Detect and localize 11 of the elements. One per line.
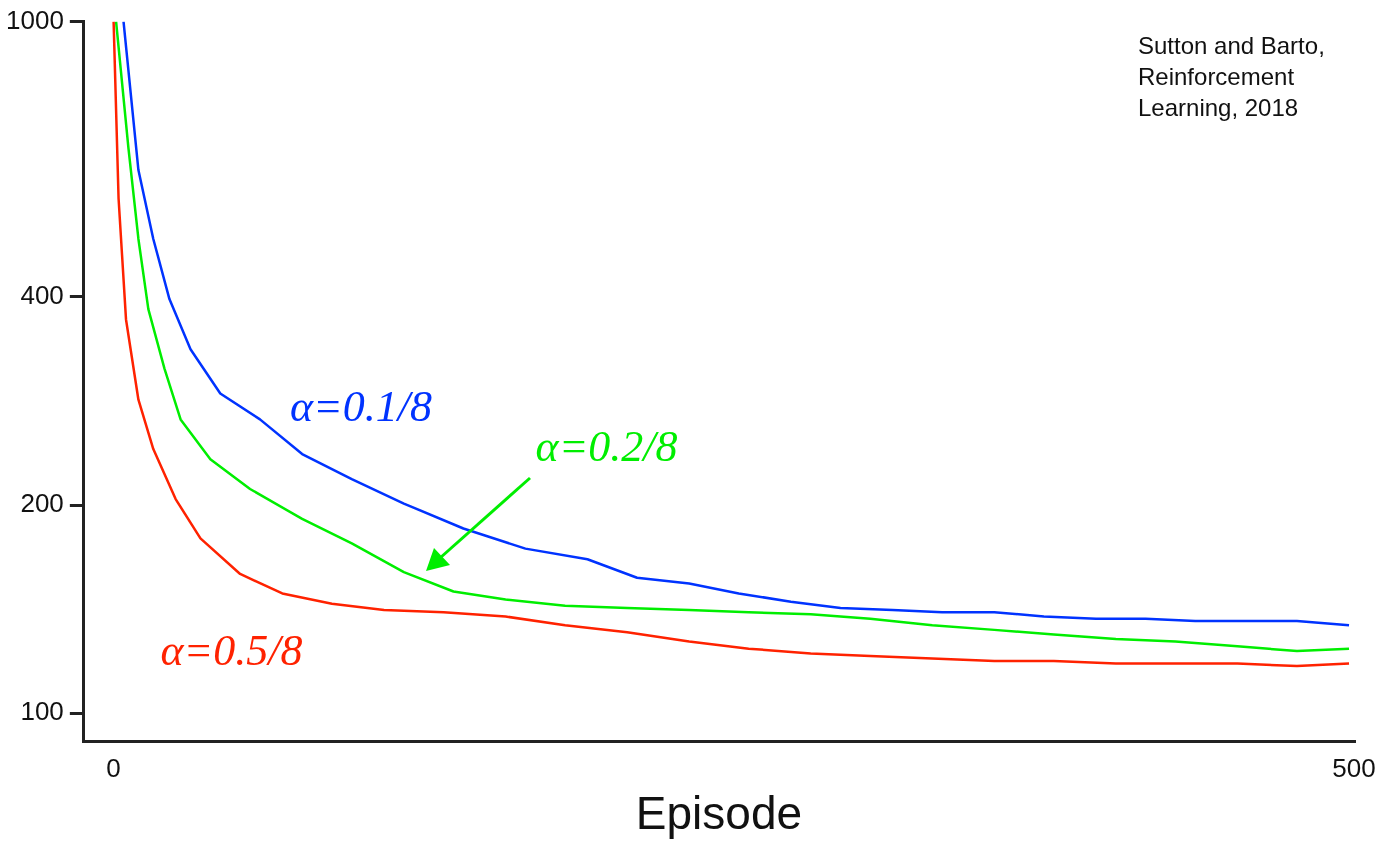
text: α=0.2/8: [535, 422, 678, 472]
series-label: α=0.5/8: [160, 625, 303, 675]
y-tick-label: 1000: [6, 4, 64, 35]
y-tick-label: 200: [20, 488, 64, 519]
y-tick-label: 400: [20, 280, 64, 311]
series-label: α=0.1/8: [289, 381, 432, 431]
x-tick-label: 500: [1332, 753, 1376, 784]
x-axis-title: Episode: [635, 787, 803, 840]
y-tick-label: 100: [20, 696, 64, 727]
annotation: Sutton and Barto, Reinforcement Learning, 2018: [1138, 31, 1325, 123]
x-tick-label: 0: [106, 753, 121, 784]
